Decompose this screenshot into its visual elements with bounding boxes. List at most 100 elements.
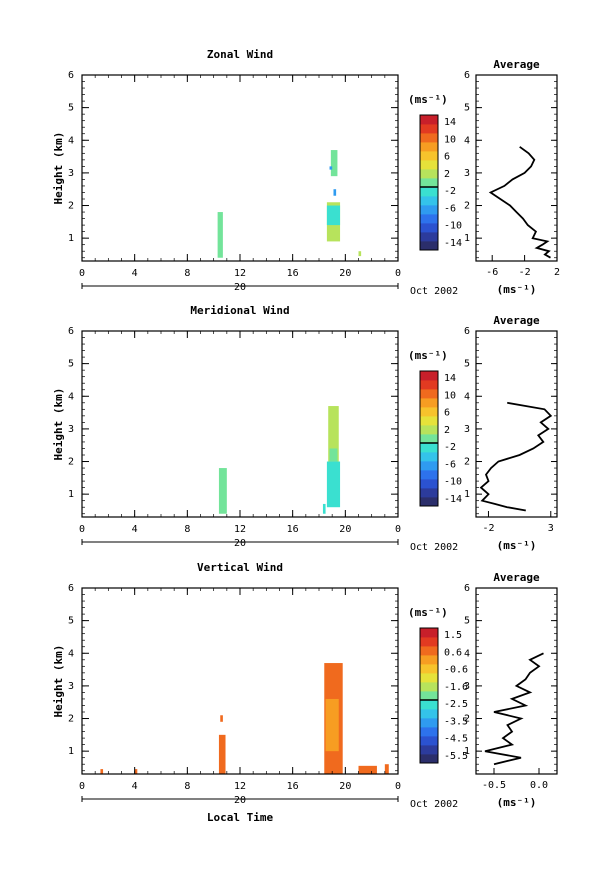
- x-axis-label: Local Time: [207, 811, 274, 824]
- colorbar-tick-label: 1.5: [444, 630, 462, 641]
- colorbar-segment: [420, 745, 438, 755]
- average-x-tick-label: 0.0: [530, 780, 548, 791]
- x-tick-label: 20: [339, 781, 351, 792]
- x-tick-label: 0: [79, 268, 85, 279]
- x-tick-label: 8: [184, 781, 190, 792]
- colorbar-segment: [420, 232, 438, 242]
- average-x-tick-label: 2: [554, 267, 560, 278]
- y-tick-label: 1: [68, 489, 74, 500]
- date-label: Oct 2002: [410, 799, 458, 810]
- colorbar-tick-label: -6: [444, 203, 456, 214]
- average-y-tick-label: 2: [464, 714, 470, 725]
- panel-title: Meridional Wind: [190, 304, 289, 317]
- colorbar-segment: [420, 709, 438, 719]
- colorbar-tick-label: 14: [444, 373, 456, 384]
- x-tick-label: 0: [395, 781, 401, 792]
- average-y-tick-label: 2: [464, 457, 470, 468]
- average-frame: [475, 587, 558, 775]
- colorbar-tick-label: -14: [444, 494, 462, 505]
- colorbar-segment: [420, 124, 438, 134]
- x-tick-label: 8: [184, 268, 190, 279]
- colorbar-segment: [420, 736, 438, 746]
- colorbar-frame: [419, 627, 439, 764]
- y-tick-label: 2: [68, 201, 74, 212]
- y-tick-label: 5: [68, 103, 74, 114]
- data-cell: [326, 461, 341, 508]
- average-frame: [475, 74, 558, 262]
- colorbar-tick-label: 2: [444, 425, 450, 436]
- data-cell: [220, 715, 223, 722]
- colorbar-segment: [420, 151, 438, 161]
- y-tick-label: 5: [68, 616, 74, 627]
- data-cell: [218, 468, 227, 514]
- colorbar-segment: [420, 214, 438, 224]
- data-cell: [328, 406, 339, 462]
- colorbar-segment: [420, 497, 438, 507]
- average-y-tick-label: 3: [464, 681, 470, 692]
- colorbar-frame: [419, 114, 439, 251]
- average-x-label: (ms⁻¹): [497, 283, 537, 296]
- colorbar-segment: [420, 133, 438, 143]
- x-tick-label: 16: [287, 781, 299, 792]
- colorbar-segment: [420, 646, 438, 656]
- average-x-tick-label: -2: [519, 267, 531, 278]
- x-tick-label: 12: [234, 781, 246, 792]
- x-tick-label: 0: [395, 524, 401, 535]
- colorbar-segment: [420, 160, 438, 170]
- average-profile-line: [488, 146, 551, 259]
- average-y-tick-label: 5: [464, 103, 470, 114]
- colorbar-tick-label: 14: [444, 117, 456, 128]
- colorbar-segment: [420, 371, 438, 381]
- average-x-label: (ms⁻¹): [497, 539, 537, 552]
- colorbar-segment: [420, 169, 438, 179]
- average-y-tick-label: 5: [464, 359, 470, 370]
- colorbar-segment: [420, 205, 438, 215]
- colorbar-segment: [420, 241, 438, 251]
- colorbar-segment: [420, 425, 438, 435]
- data-cell: [330, 150, 338, 177]
- x-tick-label: 16: [287, 268, 299, 279]
- colorbar-tick-label: 0.6: [444, 647, 462, 658]
- x-tick-label: 12: [234, 268, 246, 279]
- data-cell: [329, 166, 333, 170]
- average-y-tick-label: 1: [464, 489, 470, 500]
- colorbar-tick-label: -2: [444, 186, 456, 197]
- average-y-tick-label: 2: [464, 201, 470, 212]
- colorbar-segment: [420, 398, 438, 408]
- colorbar-tick-label: -2.5: [444, 699, 468, 710]
- y-tick-label: 5: [68, 359, 74, 370]
- colorbar-tick-label: -10: [444, 477, 462, 488]
- y-tick-label: 2: [68, 714, 74, 725]
- colorbar-tick-label: 2: [444, 169, 450, 180]
- data-cell: [358, 251, 362, 257]
- data-cell: [329, 448, 338, 462]
- y-tick-label: 4: [68, 135, 74, 146]
- colorbar-segment: [420, 452, 438, 462]
- average-y-tick-label: 6: [464, 70, 470, 81]
- y-tick-label: 2: [68, 457, 74, 468]
- colorbar-segment: [420, 682, 438, 692]
- y-tick-label: 3: [68, 168, 74, 179]
- colorbar-segment: [420, 187, 438, 197]
- average-y-tick-label: 6: [464, 326, 470, 337]
- colorbar-tick-label: -4.5: [444, 734, 468, 745]
- average-x-label: (ms⁻¹): [497, 796, 537, 809]
- date-label: Oct 2002: [410, 542, 458, 553]
- average-y-tick-label: 1: [464, 746, 470, 757]
- colorbar-segment: [420, 754, 438, 764]
- colorbar-segment: [420, 655, 438, 665]
- x-tick-label: 20: [339, 524, 351, 535]
- y-tick-label: 1: [68, 746, 74, 757]
- data-cell: [100, 769, 104, 774]
- colorbar-segment: [420, 479, 438, 489]
- average-y-tick-label: 3: [464, 168, 470, 179]
- colorbar-segment: [420, 115, 438, 125]
- colorbar-tick-label: -3.5: [444, 716, 468, 727]
- plot-frame: [81, 74, 399, 262]
- colorbar-segment: [420, 691, 438, 701]
- colorbar-segment: [420, 488, 438, 498]
- colorbar-segment: [420, 380, 438, 390]
